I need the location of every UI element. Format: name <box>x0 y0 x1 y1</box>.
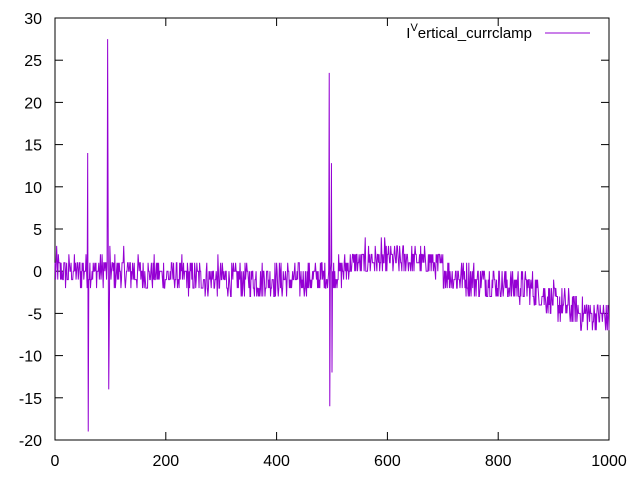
y-tick-label: 0 <box>33 264 42 281</box>
legend-label-rest: ertical_currclamp <box>418 25 532 42</box>
x-tick-label: 400 <box>263 453 290 470</box>
x-tick-label: 600 <box>374 453 401 470</box>
y-tick-label: -5 <box>28 306 42 323</box>
y-tick-label: -15 <box>19 391 42 408</box>
y-tick-label: 25 <box>24 53 42 70</box>
y-tick-label: 15 <box>24 138 42 155</box>
legend-label-superscript: V <box>410 22 418 34</box>
y-tick-label: 10 <box>24 180 42 197</box>
y-tick-label: -10 <box>19 349 42 366</box>
x-tick-label: 0 <box>51 453 60 470</box>
legend: IVertical_currclamp <box>406 22 590 42</box>
y-tick-label: -20 <box>19 433 42 450</box>
x-tick-label: 800 <box>485 453 512 470</box>
y-tick-label: 5 <box>33 222 42 239</box>
x-tick-label: 1000 <box>591 453 627 470</box>
series-line-vertical-currclamp <box>54 39 610 432</box>
x-tick-label: 200 <box>152 453 179 470</box>
y-tick-label: 20 <box>24 95 42 112</box>
legend-label-prefix: I <box>406 25 410 42</box>
legend-label: IVertical_currclamp <box>406 22 532 42</box>
series-layer <box>54 39 610 432</box>
y-tick-label: 30 <box>24 11 42 28</box>
axes: 0 200 400 600 800 1000 -20 -15 -10 -5 0 5 10 15 20 25 30 <box>19 11 627 470</box>
